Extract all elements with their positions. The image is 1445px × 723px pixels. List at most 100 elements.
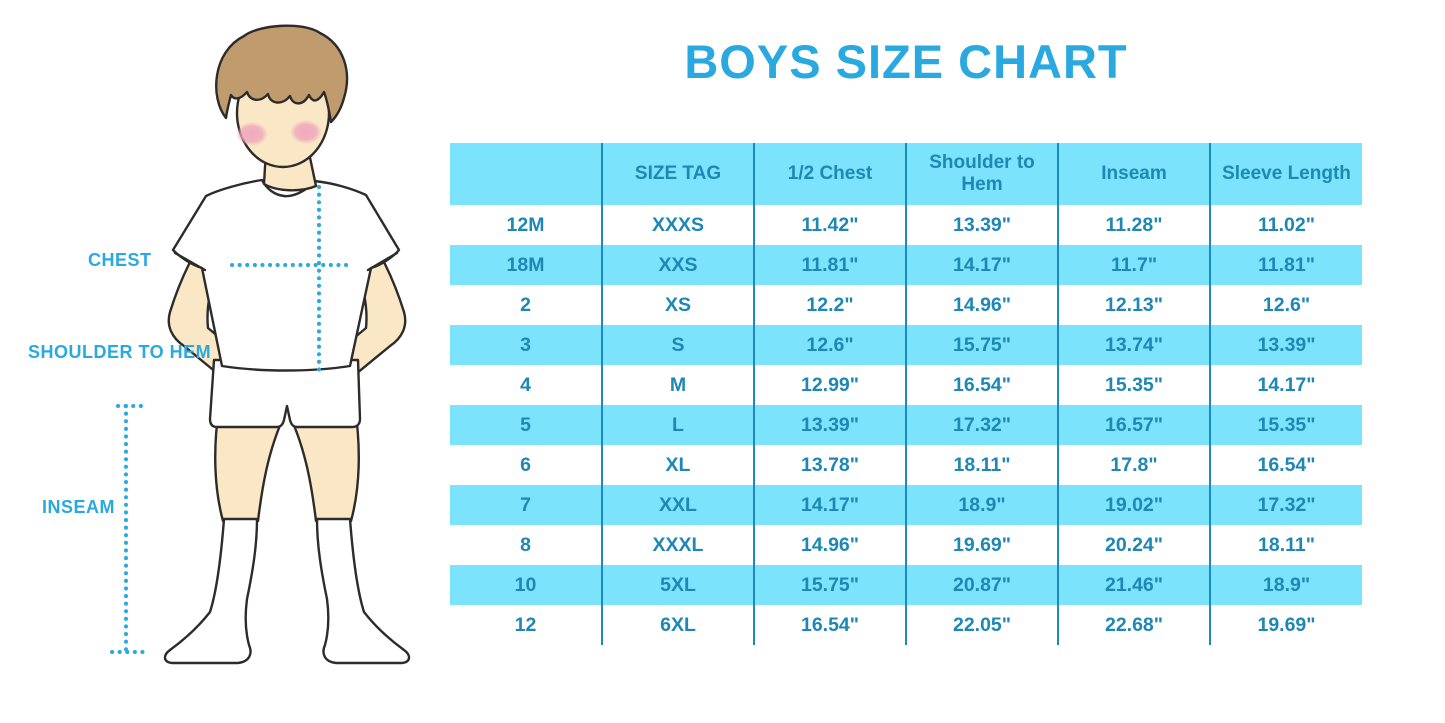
- value-cell: 22.05": [905, 605, 1058, 645]
- right-sleeve-hem: [366, 251, 399, 272]
- shoulder-to-hem-label: SHOULDER TO HEM: [28, 342, 212, 362]
- value-cell: 11.02": [1209, 205, 1362, 245]
- boy-shorts: [208, 358, 362, 429]
- value-cell: 17.32": [1209, 485, 1362, 525]
- value-cell: XXS: [601, 245, 754, 285]
- table-row: 2 XS 12.2" 14.96" 12.13" 12.6": [450, 285, 1362, 325]
- value-cell: 6XL: [601, 605, 754, 645]
- size-cell: 3: [450, 325, 602, 365]
- size-table: SIZE TAG 1/2 Chest Shoulder to Hem Inseam Sl…: [450, 143, 1362, 645]
- inseam-label: INSEAM: [42, 497, 116, 517]
- value-cell: 14.17": [1209, 365, 1362, 405]
- table-row: 6 XL 13.78" 18.11" 17.8" 16.54": [450, 445, 1362, 485]
- left-sleeve-hem: [173, 251, 207, 272]
- value-cell: 14.17": [905, 245, 1058, 285]
- value-cell: 11.81": [753, 245, 906, 285]
- value-cell: 20.24": [1057, 525, 1210, 565]
- left-blush: [236, 122, 268, 146]
- table-row: 7 XXL 14.17" 18.9" 19.02" 17.32": [450, 485, 1362, 525]
- value-cell: 15.75": [753, 565, 906, 605]
- value-cell: 5XL: [601, 565, 754, 605]
- size-cell: 2: [520, 293, 531, 316]
- value-cell: L: [601, 405, 754, 445]
- value-cell: 11.42": [753, 205, 906, 245]
- value-cell: XL: [601, 445, 754, 485]
- size-cell: 8: [520, 533, 531, 556]
- boy-socks: [163, 517, 411, 665]
- measurement-guides: [110, 185, 352, 654]
- value-cell: 12.6": [1209, 285, 1362, 325]
- size-cell: 12M: [506, 213, 545, 236]
- value-cell: XS: [601, 285, 754, 325]
- value-cell: 18.9": [905, 485, 1058, 525]
- table-row: 5 L 13.39" 17.32" 16.57" 15.35": [450, 405, 1362, 445]
- left-sock: [163, 517, 259, 665]
- value-cell: 19.02": [1057, 485, 1210, 525]
- value-cell: 16.54": [1209, 445, 1362, 485]
- value-cell: 13.39": [753, 405, 906, 445]
- value-cell: 11.7": [1057, 245, 1210, 285]
- value-cell: 13.39": [1209, 325, 1362, 365]
- value-cell: 18.11": [905, 445, 1058, 485]
- value-cell: 13.78": [753, 445, 906, 485]
- size-cell: 12: [514, 613, 537, 636]
- chest-label: CHEST: [88, 250, 152, 270]
- value-cell: 11.81": [1209, 245, 1362, 285]
- value-cell: 15.35": [1057, 365, 1210, 405]
- size-cell: 4: [520, 373, 531, 396]
- value-cell: 14.17": [753, 485, 906, 525]
- size-table-head: SIZE TAG 1/2 Chest Shoulder to Hem Inseam Sl…: [450, 143, 1362, 205]
- value-cell: 13.74": [1057, 325, 1210, 365]
- value-cell: XXXL: [601, 525, 754, 565]
- col-header-sleeve-length: Sleeve Length: [1209, 143, 1362, 205]
- col-header-shoulder-to-hem: Shoulder to Hem: [905, 143, 1058, 205]
- value-cell: 17.32": [905, 405, 1058, 445]
- table-row: 12 6XL 16.54" 22.05" 22.68" 19.69": [450, 605, 1362, 645]
- table-row: 12M XXXS 11.42" 13.39" 11.28" 11.02": [450, 205, 1362, 245]
- value-cell: 18.11": [1209, 525, 1362, 565]
- size-cell: 6: [520, 453, 531, 476]
- size-cell: 7: [450, 485, 602, 525]
- value-cell: 16.57": [1057, 405, 1210, 445]
- table-row: 8 XXXL 14.96" 19.69" 20.24" 18.11": [450, 525, 1362, 565]
- col-header-inseam: Inseam: [1057, 143, 1210, 205]
- boy-measurement-illustration: [110, 24, 411, 665]
- value-cell: S: [601, 325, 754, 365]
- value-cell: 12.6": [753, 325, 906, 365]
- col-header-blank: [450, 143, 602, 205]
- value-cell: 16.54": [905, 365, 1058, 405]
- value-cell: 11.28": [1057, 205, 1210, 245]
- right-sock: [315, 517, 411, 665]
- table-row: 18M XXS 11.81" 14.17" 11.7" 11.81": [450, 245, 1362, 285]
- value-cell: 14.96": [753, 525, 906, 565]
- value-cell: 12.13": [1057, 285, 1210, 325]
- value-cell: XXL: [601, 485, 754, 525]
- value-cell: 15.35": [1209, 405, 1362, 445]
- value-cell: 22.68": [1057, 605, 1210, 645]
- table-row: 10 5XL 15.75" 20.87" 21.46" 18.9": [450, 565, 1362, 605]
- value-cell: 21.46": [1057, 565, 1210, 605]
- value-cell: 19.69": [905, 525, 1058, 565]
- boy-hair: [215, 24, 349, 124]
- value-cell: 16.54": [753, 605, 906, 645]
- value-cell: 18.9": [1209, 565, 1362, 605]
- size-cell: 10: [450, 565, 602, 605]
- value-cell: 12.99": [753, 365, 906, 405]
- value-cell: M: [601, 365, 754, 405]
- value-cell: 14.96": [905, 285, 1058, 325]
- table-row: 3 S 12.6" 15.75" 13.74" 13.39": [450, 325, 1362, 365]
- col-header-1-2-chest: 1/2 Chest: [753, 143, 906, 205]
- size-table-body: 12M XXXS 11.42" 13.39" 11.28" 11.02" 18M XXS 11.…: [450, 205, 1362, 645]
- value-cell: 19.69": [1209, 605, 1362, 645]
- value-cell: XXXS: [601, 205, 754, 245]
- table-row: 4 M 12.99" 16.54" 15.35" 14.17": [450, 365, 1362, 405]
- value-cell: 20.87": [905, 565, 1058, 605]
- right-blush: [290, 120, 322, 144]
- page-title: BOYS SIZE CHART: [684, 35, 1128, 88]
- value-cell: 13.39": [905, 205, 1058, 245]
- value-cell: 17.8": [1057, 445, 1210, 485]
- header-row: SIZE TAG 1/2 Chest Shoulder to Hem Inseam Sl…: [450, 143, 1362, 205]
- size-cell: 5: [450, 405, 602, 445]
- size-cell: 18M: [450, 245, 602, 285]
